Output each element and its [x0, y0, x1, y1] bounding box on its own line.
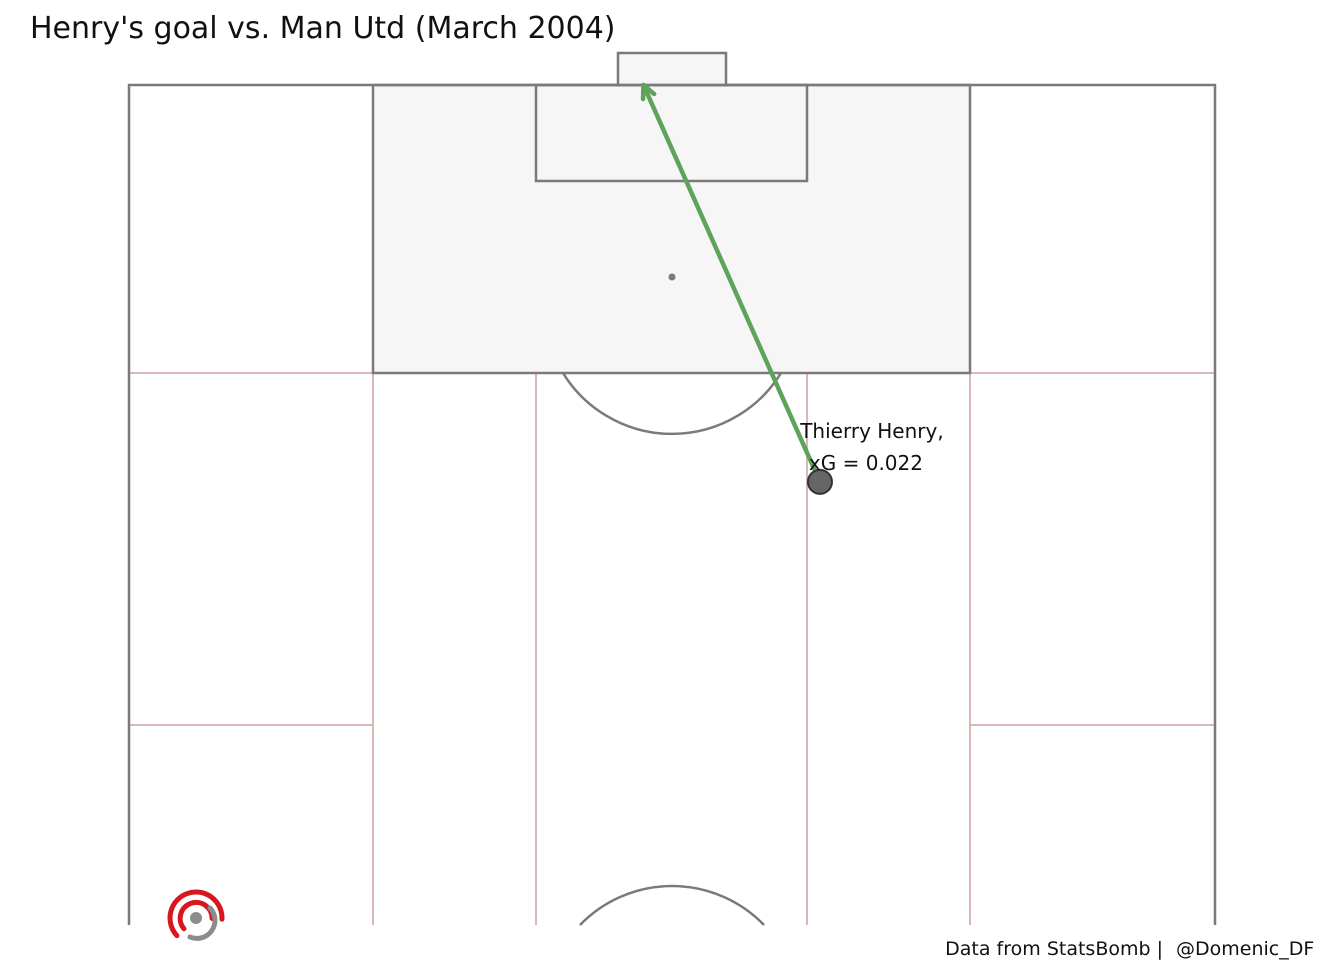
penalty-area-fill [373, 85, 970, 373]
shot-label-player: Thierry Henry, [799, 419, 943, 443]
centre-circle-arc [579, 884, 765, 926]
shot-trajectory-arrow [641, 82, 823, 485]
touchlines [127, 83, 1217, 925]
penalty-spot [668, 273, 676, 281]
logo-outer-arc [167, 889, 225, 939]
pitch-markings [127, 51, 1217, 926]
shot-marker [806, 468, 833, 495]
chart-title: Henry's goal vs. Man Utd (March 2004) [30, 11, 616, 46]
goal [616, 51, 728, 87]
logo-grey-arc [187, 905, 218, 941]
statsbomb-target-logo-icon [167, 889, 225, 941]
logo-center [190, 912, 202, 924]
footer-source: Data from StatsBomb | [945, 938, 1163, 960]
shot-label-xg: xG = 0.022 [809, 451, 923, 475]
shots-layer: Thierry Henry, xG = 0.022 [640, 82, 944, 495]
positional-zone-lines [129, 372, 1215, 925]
shot-arrowhead [640, 82, 657, 102]
footer-handle: @Domenic_DF [1176, 938, 1314, 960]
penalty-arc [561, 372, 783, 436]
